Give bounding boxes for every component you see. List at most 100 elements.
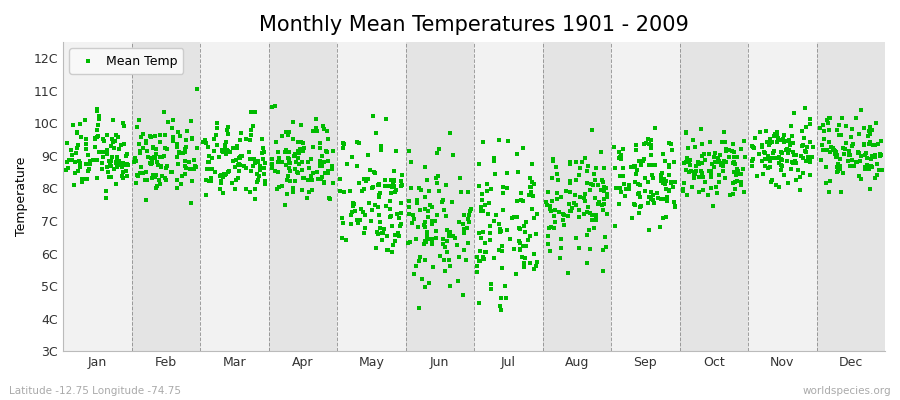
Mean Temp — [196, 139, 211, 146]
Mean Temp — [112, 162, 127, 168]
Mean Temp — [320, 135, 335, 142]
Mean Temp — [216, 190, 230, 196]
Mean Temp — [873, 151, 887, 158]
Mean Temp — [90, 106, 104, 112]
Mean Temp — [280, 191, 294, 197]
Mean Temp — [600, 194, 615, 200]
Mean Temp — [775, 150, 789, 156]
Mean Temp — [491, 247, 506, 253]
Mean Temp — [687, 172, 701, 178]
Mean Temp — [510, 169, 525, 176]
Mean Temp — [346, 200, 360, 206]
Mean Temp — [853, 176, 868, 182]
Mean Temp — [613, 154, 627, 160]
Mean Temp — [663, 179, 678, 185]
Mean Temp — [70, 168, 85, 174]
Mean Temp — [271, 149, 285, 155]
Mean Temp — [306, 128, 320, 134]
Mean Temp — [346, 200, 361, 207]
Mean Temp — [707, 164, 722, 170]
Mean Temp — [545, 197, 560, 204]
Mean Temp — [111, 134, 125, 140]
Mean Temp — [554, 236, 569, 243]
Mean Temp — [335, 235, 349, 241]
Mean Temp — [491, 220, 506, 227]
Mean Temp — [436, 240, 450, 247]
Mean Temp — [597, 201, 611, 207]
Mean Temp — [756, 148, 770, 155]
Mean Temp — [770, 154, 785, 161]
Mean Temp — [392, 233, 407, 240]
Mean Temp — [756, 170, 770, 177]
Mean Temp — [717, 139, 732, 145]
Mean Temp — [763, 136, 778, 142]
Mean Temp — [411, 258, 426, 264]
Mean Temp — [177, 149, 192, 156]
Mean Temp — [99, 195, 113, 202]
Mean Temp — [655, 170, 670, 176]
Mean Temp — [680, 145, 695, 152]
Mean Temp — [578, 190, 592, 197]
Mean Temp — [484, 286, 499, 292]
Mean Temp — [770, 130, 785, 137]
Mean Temp — [548, 219, 562, 225]
Mean Temp — [210, 125, 224, 131]
Mean Temp — [110, 164, 124, 171]
Mean Temp — [184, 178, 199, 184]
Mean Temp — [317, 180, 331, 187]
Mean Temp — [282, 149, 296, 155]
Mean Temp — [365, 113, 380, 119]
Mean Temp — [668, 178, 682, 185]
Mean Temp — [92, 116, 106, 122]
Mean Temp — [278, 148, 293, 155]
Mean Temp — [680, 155, 694, 162]
Mean Temp — [662, 187, 676, 194]
Mean Temp — [326, 148, 340, 155]
Mean Temp — [514, 190, 528, 196]
Mean Temp — [305, 144, 320, 150]
Mean Temp — [106, 117, 121, 123]
Mean Temp — [803, 120, 817, 127]
Mean Temp — [795, 128, 809, 134]
Mean Temp — [401, 198, 416, 204]
Mean Temp — [148, 155, 162, 161]
Mean Temp — [657, 176, 671, 182]
Mean Temp — [278, 202, 293, 208]
Mean Temp — [528, 263, 543, 270]
Mean Temp — [470, 262, 484, 269]
Mean Temp — [518, 255, 533, 262]
Mean Temp — [542, 225, 556, 231]
Mean Temp — [90, 174, 104, 181]
Bar — [406, 42, 474, 351]
Mean Temp — [770, 135, 785, 141]
Mean Temp — [223, 149, 238, 155]
Mean Temp — [797, 148, 812, 155]
Mean Temp — [246, 163, 260, 169]
Mean Temp — [688, 171, 702, 177]
Mean Temp — [694, 126, 708, 132]
Mean Temp — [845, 142, 859, 149]
Mean Temp — [177, 170, 192, 177]
Mean Temp — [292, 150, 306, 156]
Mean Temp — [662, 187, 677, 193]
Mean Temp — [668, 203, 682, 210]
Mean Temp — [312, 145, 327, 151]
Mean Temp — [843, 163, 858, 170]
Mean Temp — [383, 198, 398, 204]
Mean Temp — [561, 270, 575, 276]
Mean Temp — [150, 183, 165, 189]
Mean Temp — [642, 140, 656, 147]
Mean Temp — [822, 115, 836, 121]
Mean Temp — [645, 197, 660, 203]
Mean Temp — [572, 194, 587, 201]
Mean Temp — [130, 172, 144, 178]
Mean Temp — [425, 237, 439, 244]
Mean Temp — [98, 188, 112, 194]
Mean Temp — [681, 169, 696, 175]
Mean Temp — [829, 154, 843, 160]
Mean Temp — [104, 158, 119, 164]
Mean Temp — [165, 125, 179, 131]
Mean Temp — [820, 117, 834, 123]
Mean Temp — [89, 157, 104, 164]
Mean Temp — [302, 189, 316, 195]
